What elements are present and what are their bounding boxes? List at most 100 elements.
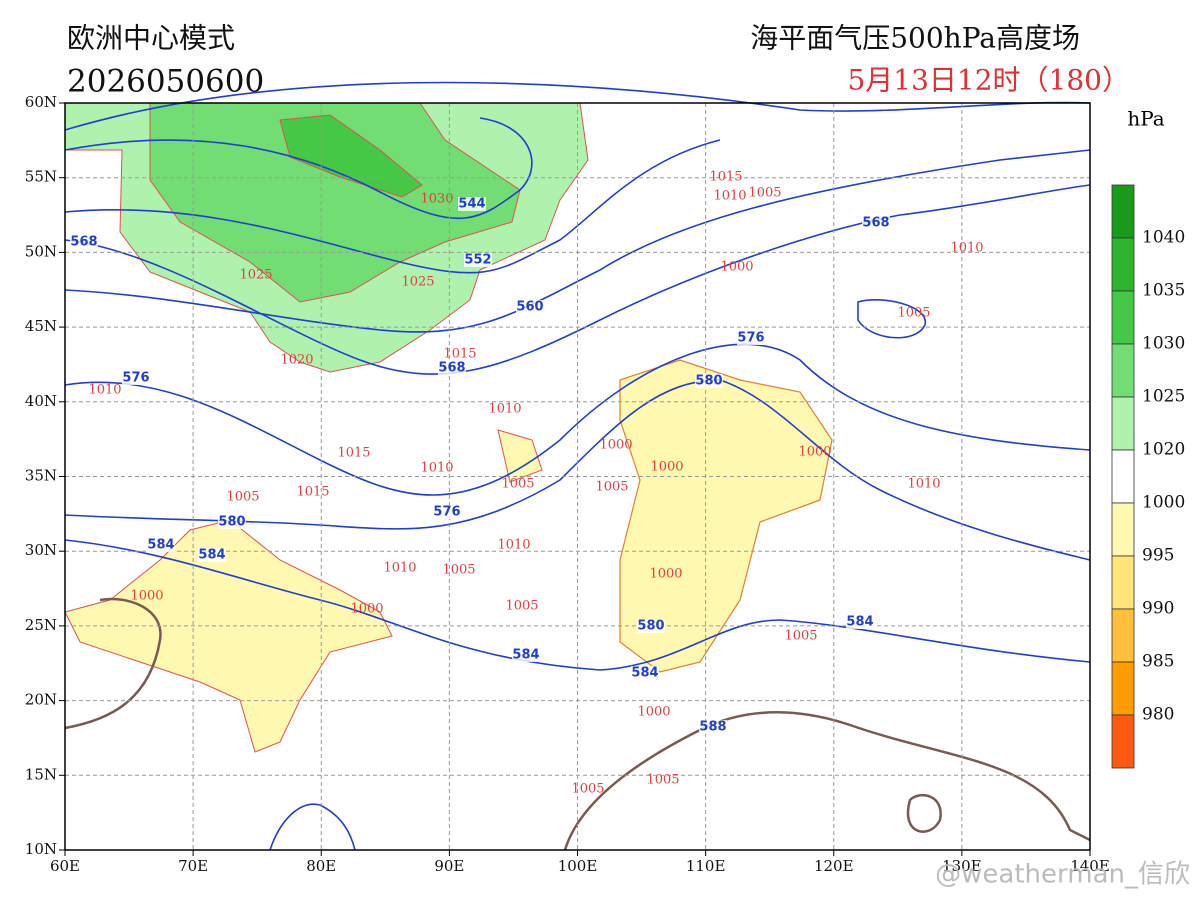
field-title: 海平面气压500hPa高度场 — [750, 22, 1080, 55]
lat-label: 10N — [25, 840, 57, 858]
lat-label: 15N — [25, 765, 57, 783]
colorbar-unit: hPa — [1127, 107, 1164, 131]
height-label: 580 — [695, 374, 722, 389]
coast-south — [563, 711, 1091, 851]
valid-time: 5月13日12时（180） — [847, 64, 1130, 97]
contour-552 — [64, 139, 721, 274]
label-bg — [218, 515, 246, 529]
low-pressure-china — [619, 359, 833, 673]
lon-label: 100E — [558, 857, 598, 875]
colorbar-segment — [1111, 396, 1135, 451]
pressure-label: 1000 — [599, 438, 632, 453]
lon-label: 130E — [942, 857, 982, 875]
height-label: 584 — [147, 538, 174, 553]
colorbar-label: 1025 — [1142, 387, 1185, 407]
colorbar-segment — [1111, 449, 1135, 504]
coastlines — [64, 597, 1091, 851]
pressure-label: 1000 — [130, 589, 163, 604]
pressure-label: 1005 — [505, 599, 538, 614]
colorbar-segment — [1111, 608, 1135, 663]
lat-label: 50N — [25, 242, 57, 260]
colorbar-label: 1035 — [1142, 281, 1185, 301]
label-bg — [512, 648, 540, 662]
pressure-label: 1000 — [350, 602, 383, 617]
colorbar-label: 990 — [1142, 599, 1174, 619]
coast-arabia — [64, 597, 162, 730]
contour-north — [64, 81, 1091, 131]
model-title: 欧洲中心模式 — [67, 22, 235, 55]
height-label: 584 — [198, 548, 225, 563]
contour-580 — [64, 379, 1091, 561]
colorbar-label: 985 — [1142, 652, 1174, 672]
label-bg — [637, 619, 665, 633]
colorbar-label: 995 — [1142, 546, 1174, 566]
watermark: @weatherman_信欣 — [935, 860, 1190, 890]
lon-label: 60E — [50, 857, 80, 875]
pressure-label: 1005 — [595, 480, 628, 495]
label-bg — [458, 197, 486, 211]
height-label: 580 — [218, 515, 245, 530]
pressure-label: 1000 — [720, 260, 753, 275]
lat-label: 40N — [25, 392, 57, 410]
height-label: 584 — [631, 666, 658, 681]
lat-label: 20N — [25, 691, 57, 709]
height-label: 588 — [699, 720, 726, 735]
colorbar-segment — [1111, 290, 1135, 345]
label-bg — [699, 720, 727, 734]
height-label: 568 — [70, 235, 97, 250]
colorbar-segment — [1111, 502, 1135, 557]
pressure-label: 1010 — [383, 561, 416, 576]
run-time: 2026050600 — [67, 64, 264, 100]
lon-label: 70E — [178, 857, 208, 875]
pressure-label: 1005 — [501, 477, 534, 492]
pressure-label: 1005 — [897, 306, 930, 321]
pressure-label: 1005 — [784, 629, 817, 644]
height-label: 576 — [433, 505, 460, 520]
colorbar-segment — [1111, 555, 1135, 610]
coast-island — [906, 793, 942, 833]
colorbar: 1040 1035 1030 1025 1020 1000 995 990 985 980 — [1111, 184, 1185, 769]
colorbar-segment — [1111, 184, 1135, 239]
colorbar-label: 1030 — [1142, 334, 1185, 354]
height-contours — [64, 81, 1091, 671]
lon-label: 110E — [686, 857, 726, 875]
pressure-label: 1010 — [88, 383, 121, 398]
pressure-label: 1005 — [748, 186, 781, 201]
pressure-label: 1000 — [649, 567, 682, 582]
pressure-label: 1010 — [907, 477, 940, 492]
label-bg — [737, 331, 765, 345]
pressure-label: 1025 — [401, 275, 434, 290]
contour-labels: 544 552 560 568 568 568 576 576 576 580 580 580 584 5… — [70, 170, 984, 797]
height-label: 544 — [458, 197, 485, 212]
map-shading — [64, 102, 833, 753]
height-label: 560 — [516, 300, 543, 315]
pressure-label: 1000 — [637, 705, 670, 720]
pressure-label: 1020 — [280, 353, 313, 368]
label-bg — [862, 216, 890, 230]
colorbar-segment — [1111, 714, 1135, 769]
pressure-label: 1010 — [497, 538, 530, 553]
label-bg — [438, 361, 466, 375]
colorbar-segment — [1111, 237, 1135, 292]
pressure-label: 1030 — [420, 192, 453, 207]
height-label: 584 — [512, 648, 539, 663]
label-bg — [147, 538, 175, 552]
colorbar-segment — [1111, 343, 1135, 398]
colorbar-segment — [1111, 661, 1135, 716]
pressure-label: 1010 — [950, 241, 983, 256]
lon-label: 120E — [814, 857, 854, 875]
colorbar-label: 1000 — [1142, 493, 1185, 513]
contour-568 — [64, 184, 1091, 375]
lat-label: 30N — [25, 541, 57, 559]
high-pressure-1030 — [279, 114, 423, 198]
pressure-label: 1005 — [442, 563, 475, 578]
pressure-label: 1015 — [337, 446, 370, 461]
label-bg — [846, 615, 874, 629]
label-bg — [122, 371, 150, 385]
pressure-label: 1015 — [709, 170, 742, 185]
contour-closed — [857, 298, 926, 339]
pressure-label: 1010 — [713, 189, 746, 204]
low-pressure-india — [64, 519, 393, 753]
